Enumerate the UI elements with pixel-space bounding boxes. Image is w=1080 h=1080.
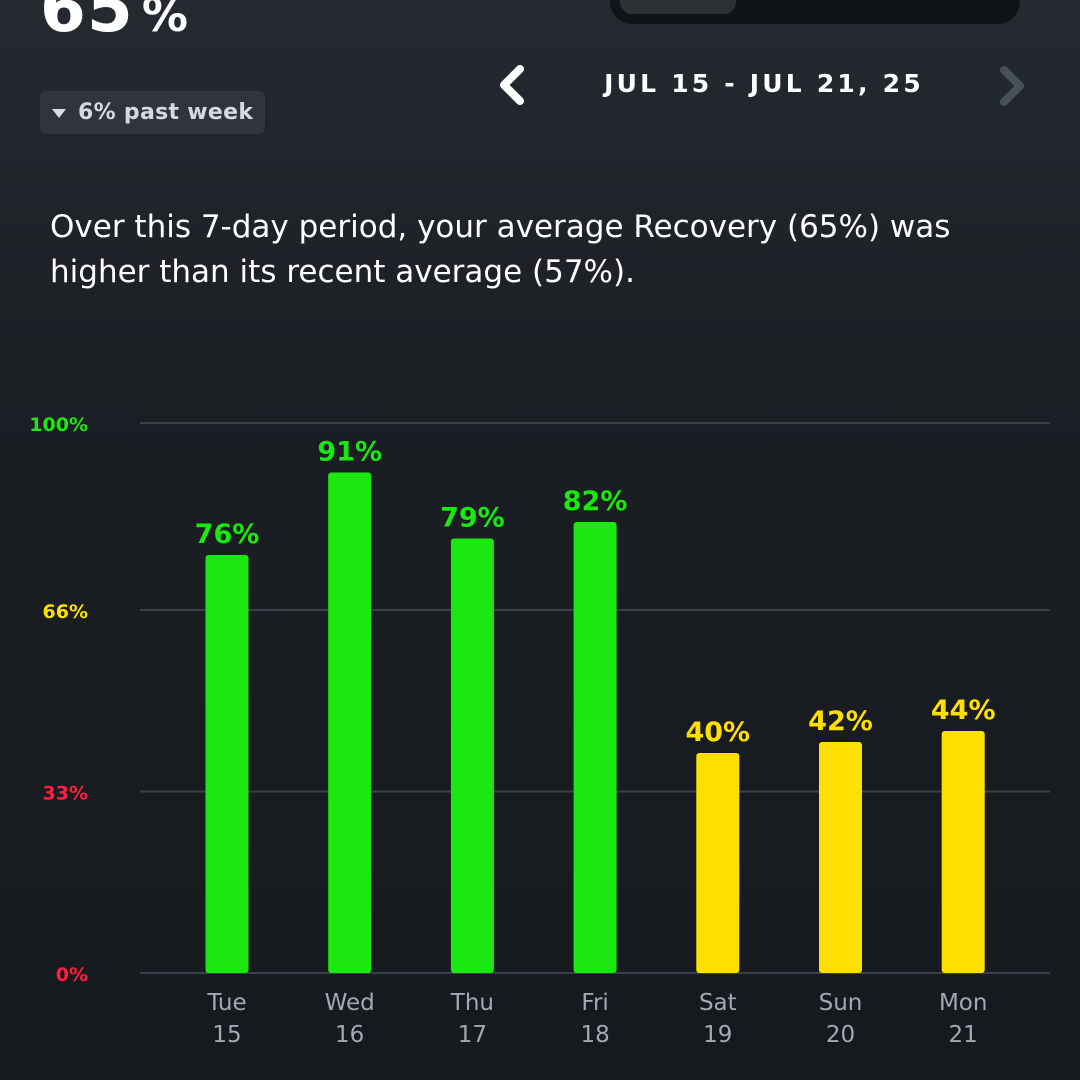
y-tick-label: 0% <box>56 964 88 986</box>
chevron-right-icon <box>1000 66 1024 106</box>
x-day-label: Sat <box>699 990 737 1016</box>
bar-fri <box>573 522 617 973</box>
average-value-unit: % <box>141 0 189 42</box>
next-week-button[interactable] <box>994 64 1030 108</box>
previous-week-button[interactable] <box>494 63 530 107</box>
bar-value-label: 79% <box>440 503 505 534</box>
x-date-label: 17 <box>458 1022 487 1048</box>
bar-value-label: 42% <box>808 706 873 737</box>
segment-active-tab[interactable] <box>620 0 736 14</box>
delta-badge: 6% past week <box>40 91 266 134</box>
period-segment-control[interactable] <box>610 0 1020 24</box>
y-tick-label: 66% <box>43 601 88 623</box>
down-triangle-icon <box>52 109 66 118</box>
delta-label: 6% past week <box>78 100 254 125</box>
bar-value-label: 76% <box>195 519 260 550</box>
average-value-number: 65 <box>40 0 134 47</box>
chevron-left-icon <box>500 65 524 105</box>
bar-value-label: 40% <box>685 717 750 748</box>
x-day-label: Tue <box>206 990 246 1016</box>
x-day-label: Mon <box>939 990 988 1016</box>
x-day-label: Thu <box>450 990 494 1016</box>
x-day-label: Wed <box>325 990 375 1016</box>
x-day-label: Fri <box>581 990 608 1016</box>
bar-thu <box>450 538 494 973</box>
average-recovery-value: 65% <box>40 0 189 48</box>
bar-value-label: 44% <box>931 695 996 726</box>
bar-value-label: 91% <box>317 437 382 468</box>
y-tick-label: 100% <box>29 414 88 436</box>
x-date-label: 19 <box>703 1022 732 1048</box>
date-range-label: JUL 15 - JUL 21, 25 <box>604 69 924 98</box>
bar-value-label: 82% <box>563 486 628 517</box>
x-date-label: 20 <box>826 1022 855 1048</box>
bar-sat <box>696 753 740 973</box>
bar-sun <box>819 742 862 973</box>
x-date-label: 18 <box>580 1022 609 1048</box>
bar-tue <box>205 555 249 973</box>
bar-wed <box>328 472 372 973</box>
x-date-label: 15 <box>212 1022 241 1048</box>
x-date-label: 16 <box>335 1022 364 1048</box>
x-date-label: 21 <box>949 1022 978 1048</box>
x-day-label: Sun <box>819 990 863 1016</box>
y-tick-label: 33% <box>43 783 88 805</box>
summary-text: Over this 7-day period, your average Rec… <box>50 209 951 290</box>
bar-mon <box>941 731 985 973</box>
